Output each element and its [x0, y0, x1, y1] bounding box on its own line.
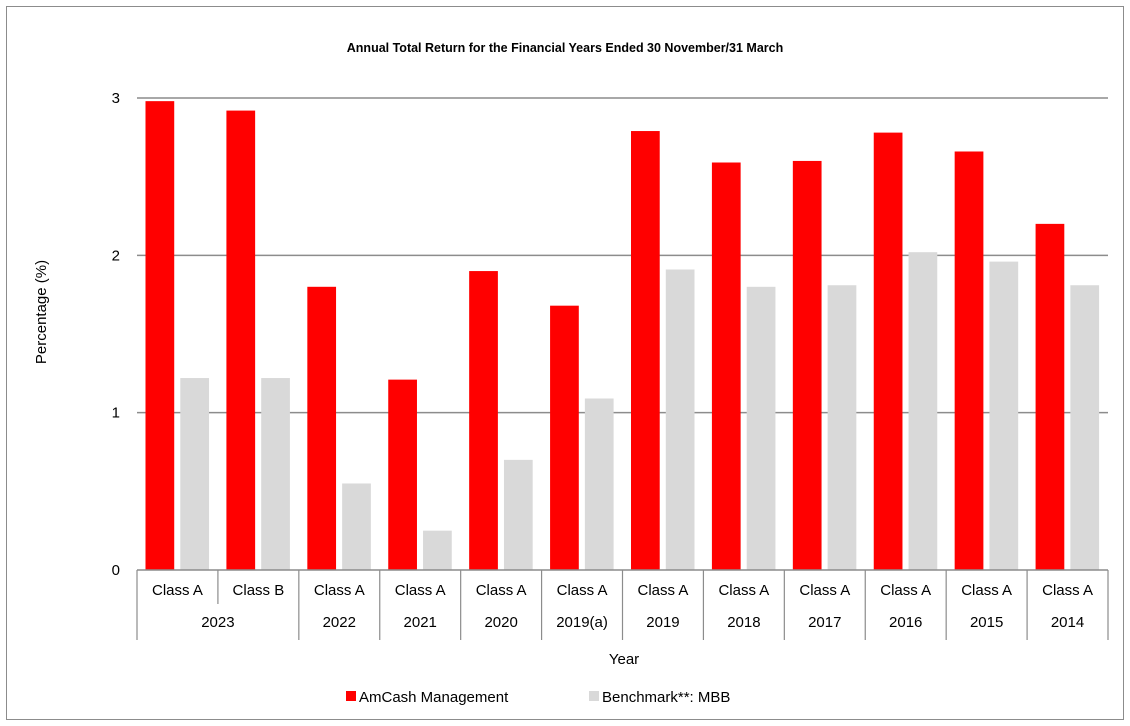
- bar-benchmark: [584, 398, 614, 570]
- chart-frame: Annual Total Return for the Financial Ye…: [6, 6, 1124, 720]
- chart-title: Annual Total Return for the Financial Ye…: [347, 41, 783, 55]
- gridlines: [137, 97, 1108, 414]
- legend-label: AmCash Management: [359, 689, 509, 706]
- bar-benchmark: [503, 459, 533, 570]
- bar-benchmark: [180, 378, 210, 570]
- bar-benchmark: [1070, 285, 1100, 570]
- x-group-label: 2021: [404, 614, 437, 631]
- bar-benchmark: [261, 378, 290, 570]
- bar-benchmark: [423, 530, 452, 570]
- x-group-label: 2020: [484, 614, 517, 631]
- bar-amcash: [469, 271, 498, 570]
- x-tick-label: Class A: [718, 582, 769, 599]
- x-tick-label: Class A: [1042, 582, 1093, 599]
- x-tick-label: Class A: [314, 582, 365, 599]
- x-group-label: 2016: [889, 614, 922, 631]
- y-tick-label: 1: [112, 405, 120, 422]
- bar-amcash: [388, 379, 417, 570]
- bar-amcash: [873, 132, 903, 570]
- x-group-label: 2023: [201, 614, 234, 631]
- x-tick-label: Class A: [961, 582, 1012, 599]
- bar-amcash: [792, 160, 822, 570]
- bar-amcash: [711, 162, 741, 571]
- x-group-label: 2018: [727, 614, 760, 631]
- bar-amcash: [954, 151, 984, 570]
- y-tick-label: 0: [112, 562, 120, 579]
- y-tick-label: 3: [112, 90, 120, 107]
- bar-amcash: [145, 101, 175, 570]
- x-tick-label: Class A: [880, 582, 931, 599]
- bar-benchmark: [342, 483, 371, 570]
- x-group-label: 2019(a): [556, 614, 608, 631]
- x-tick-label: Class A: [799, 582, 850, 599]
- x-group-label: 2019: [646, 614, 679, 631]
- x-tick-label: Class A: [557, 582, 608, 599]
- bar-amcash: [1035, 223, 1065, 570]
- y-axis: 0 1 2 3: [112, 90, 120, 579]
- legend: AmCash Management Benchmark**: MBB: [346, 689, 730, 706]
- x-tick-label: Class B: [233, 582, 285, 599]
- bar-amcash: [226, 110, 256, 570]
- bar-amcash: [550, 305, 579, 570]
- legend-label: Benchmark**: MBB: [602, 689, 730, 706]
- x-group-label: 2017: [808, 614, 841, 631]
- y-tick-label: 2: [112, 247, 120, 264]
- x-tick-label: Class A: [395, 582, 446, 599]
- y-axis-label: Percentage (%): [33, 260, 50, 364]
- x-group-label: 2015: [970, 614, 1003, 631]
- bars: [145, 101, 1100, 571]
- x-axis-label: Year: [609, 651, 639, 668]
- bar-benchmark: [908, 252, 938, 571]
- bar-benchmark: [746, 286, 776, 570]
- x-axis: Class A Class B Class A Class A Class A Class…: [136, 569, 1109, 640]
- bar-benchmark: [989, 261, 1019, 570]
- bar-benchmark: [665, 269, 695, 570]
- x-group-label: 2022: [323, 614, 356, 631]
- bar-benchmark: [827, 285, 857, 570]
- legend-swatch: [589, 691, 599, 701]
- x-tick-label: Class A: [476, 582, 527, 599]
- x-group-label: 2014: [1051, 614, 1084, 631]
- bar-amcash: [630, 131, 660, 570]
- legend-swatch: [346, 691, 356, 701]
- bar-chart: Annual Total Return for the Financial Ye…: [33, 41, 1109, 706]
- x-tick-label: Class A: [638, 582, 689, 599]
- x-tick-label: Class A: [152, 582, 203, 599]
- bar-amcash: [307, 286, 337, 570]
